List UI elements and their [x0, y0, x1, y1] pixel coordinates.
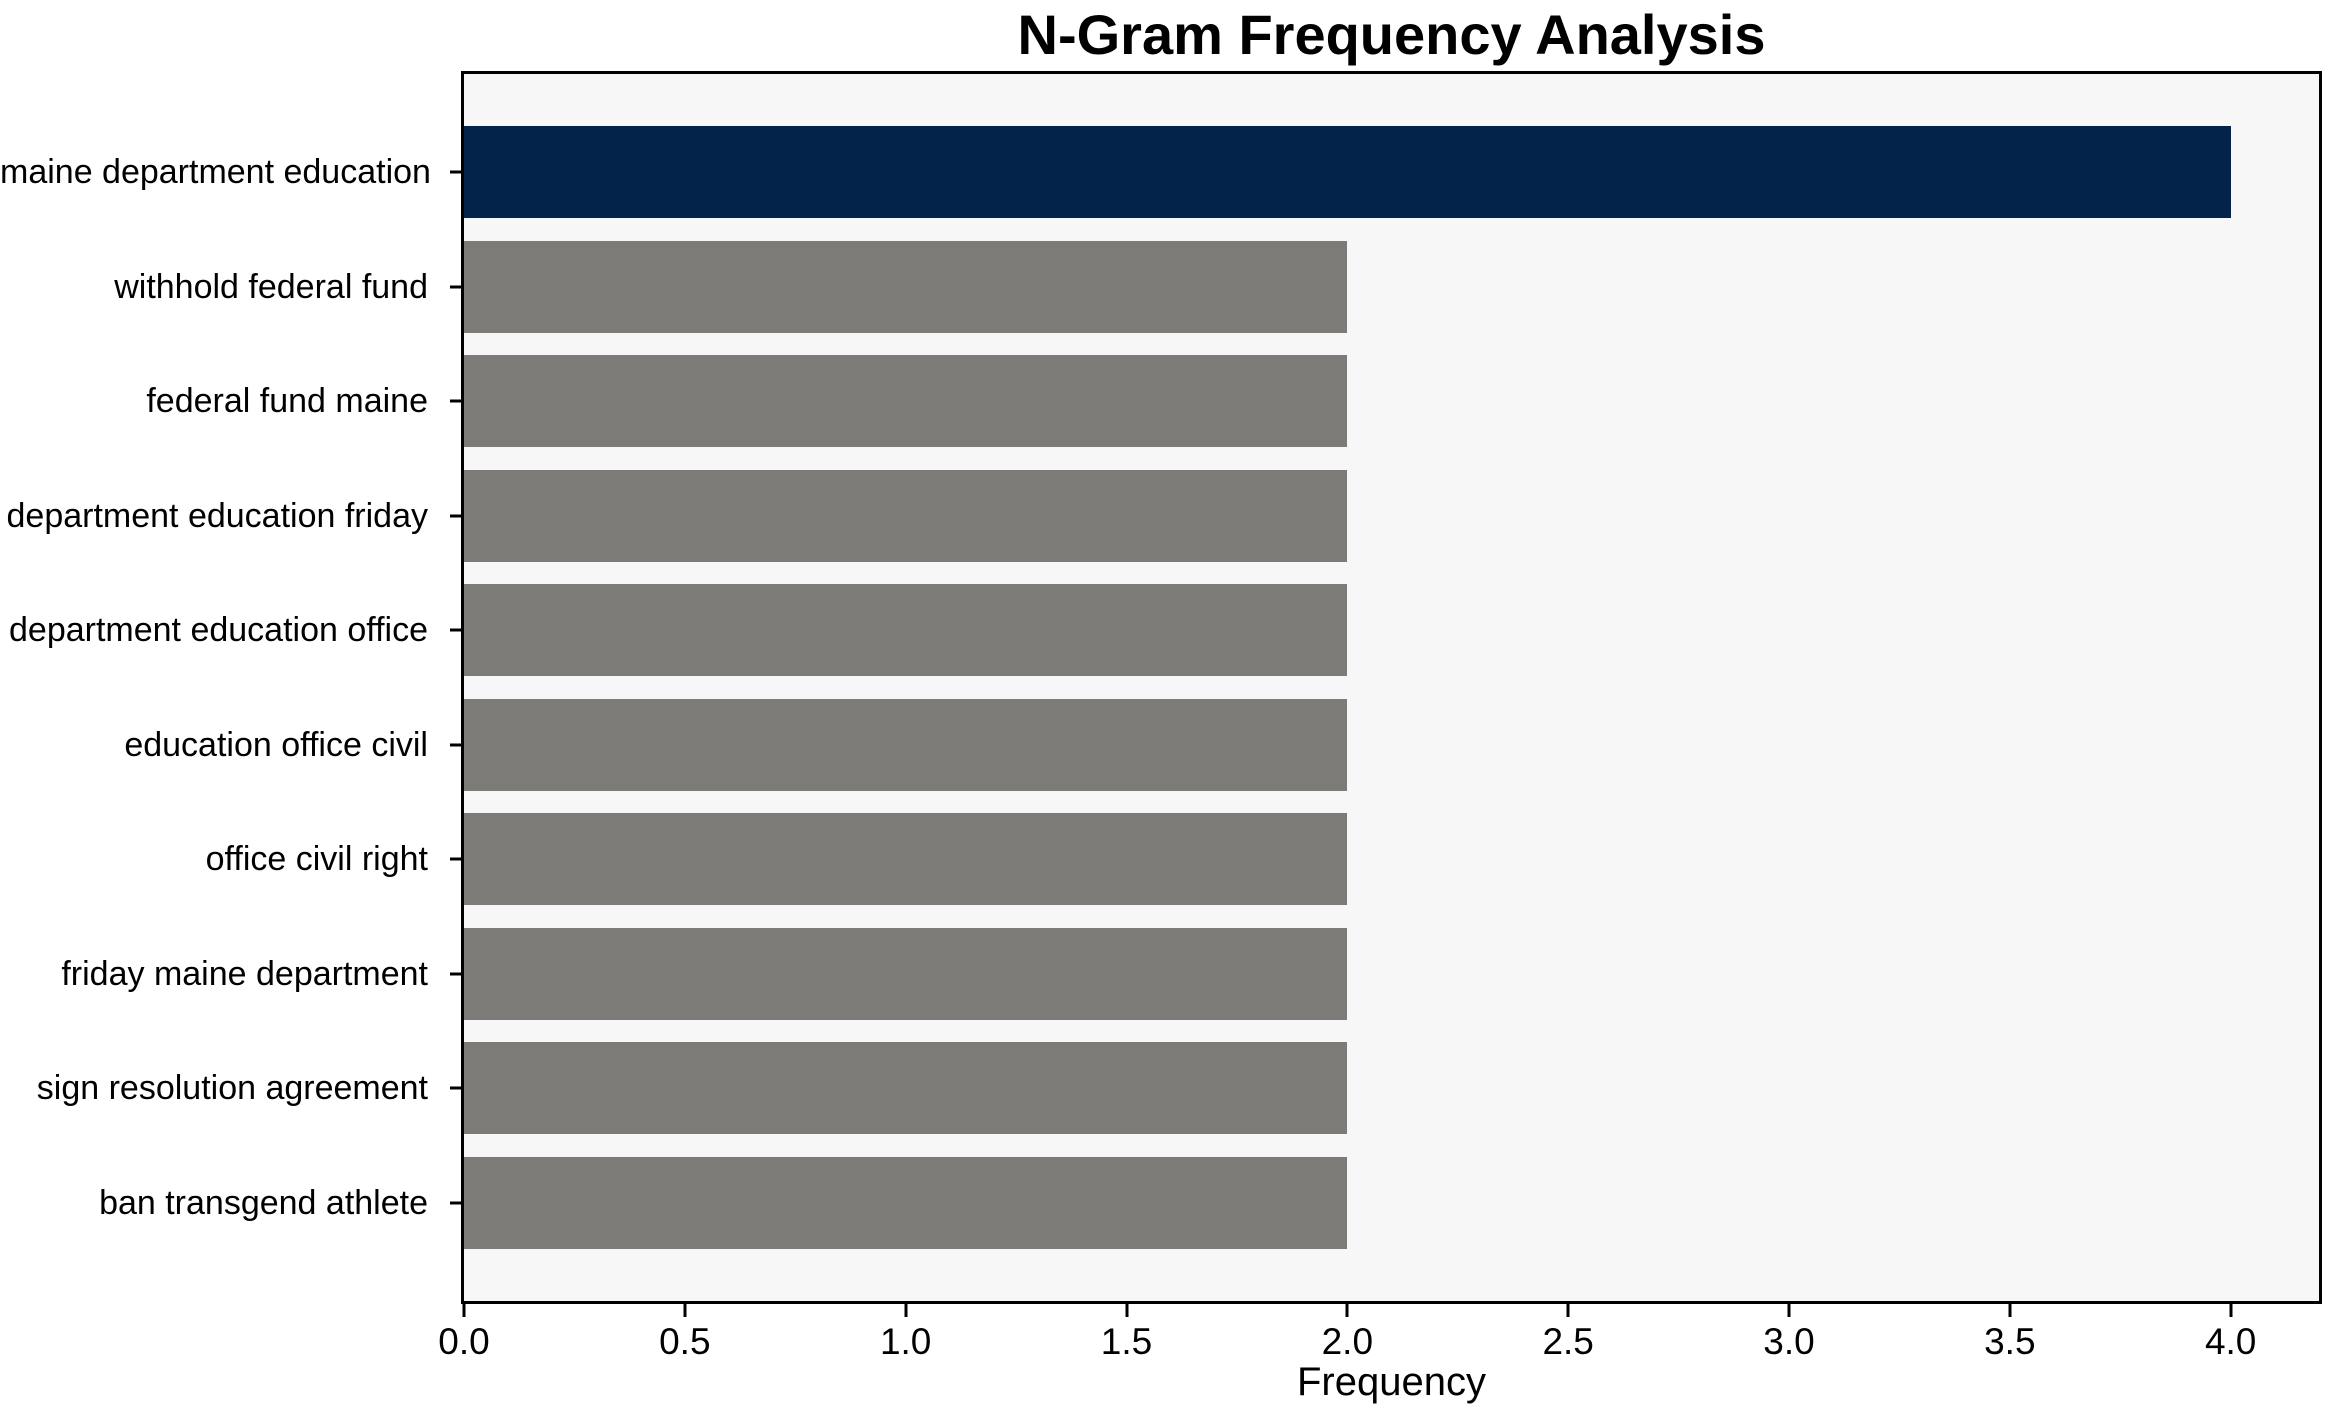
y-axis-category-label: federal fund maine	[0, 355, 464, 447]
y-axis-category-label: friday maine department	[0, 928, 464, 1020]
bar-track	[464, 240, 2319, 333]
y-axis-category-text: friday maine department	[61, 954, 428, 993]
x-axis-tick-label: 3.0	[1763, 1321, 1815, 1362]
x-axis-tick-mark	[1125, 1304, 1128, 1317]
y-axis-category-label: maine department education	[0, 126, 464, 218]
x-axis-tick-label: 1.5	[1100, 1321, 1153, 1362]
y-axis-tick-mark	[450, 972, 461, 976]
y-axis-tick-mark	[450, 514, 461, 518]
bar	[464, 813, 1348, 906]
bar-row: withhold federal fund	[0, 240, 2342, 333]
y-axis-tick-mark	[450, 170, 461, 174]
x-axis-tick-mark	[904, 1304, 908, 1317]
y-axis-category-label: department education office	[0, 584, 464, 676]
x-axis-ticks: 0.0 0.5 1.0 1.5 2.0 2.5 3.0 3.5 4.0	[438, 1304, 2319, 1364]
y-axis-category-text: office civil right	[205, 840, 428, 879]
y-axis-category-label: office civil right	[0, 813, 464, 905]
y-axis-category-text: department education friday	[6, 496, 428, 535]
y-axis-tick-mark	[450, 285, 461, 289]
x-axis-tick-mark	[683, 1304, 687, 1317]
y-axis-tick-mark	[450, 743, 461, 747]
bar-track	[464, 1042, 2319, 1135]
x-axis-tick-label: 0.5	[659, 1321, 711, 1362]
y-axis-tick-mark	[450, 1086, 461, 1090]
bar-track	[464, 813, 2319, 906]
bar-track	[464, 355, 2319, 448]
y-axis-category-text: department education office	[9, 611, 428, 650]
bar	[464, 1156, 1348, 1249]
y-axis-category-label: department education friday	[0, 470, 464, 562]
x-axis-tick-mark	[1345, 1304, 1349, 1317]
bar-row: department education friday	[0, 469, 2342, 562]
bar-row: education office civil	[0, 698, 2342, 791]
bar-row: federal fund maine	[0, 355, 2342, 448]
y-axis-tick-mark	[450, 1201, 461, 1205]
y-axis-tick-mark	[450, 628, 461, 632]
bar-row: ban transgend athlete	[0, 1156, 2342, 1249]
bar	[464, 240, 1348, 333]
y-axis-tick-mark	[450, 857, 461, 861]
bar-track	[464, 927, 2319, 1020]
x-axis-label: Frequency	[1297, 1360, 1486, 1404]
y-axis-category-text: withhold federal fund	[114, 267, 428, 306]
chart-title: N-Gram Frequency Analysis	[1017, 3, 1766, 66]
bar-track	[464, 698, 2319, 791]
y-axis-tick-mark	[450, 399, 461, 403]
bar-row: maine department education	[0, 126, 2342, 218]
y-axis-category-text: maine department education	[0, 153, 431, 191]
bar	[464, 698, 1348, 791]
x-axis-tick-label: 4.0	[2204, 1321, 2257, 1362]
y-axis-category-label: withhold federal fund	[0, 241, 464, 333]
y-axis-category-label: education office civil	[0, 699, 464, 791]
bar-track	[464, 584, 2319, 677]
bar-track	[464, 126, 2319, 218]
bar	[464, 584, 1348, 677]
bar-track	[464, 469, 2319, 562]
x-axis-tick-label: 2.0	[1321, 1321, 1374, 1362]
x-axis-tick-label: 2.5	[1542, 1321, 1594, 1362]
bar-track	[464, 1156, 2319, 1249]
bar	[464, 126, 2231, 218]
x-axis-tick-label: 1.0	[879, 1321, 932, 1362]
bar-row: office civil right	[0, 813, 2342, 906]
x-axis-tick-mark	[2008, 1304, 2012, 1317]
x-axis-tick-mark	[1566, 1304, 1570, 1317]
bar	[464, 469, 1348, 562]
bar	[464, 927, 1348, 1020]
bar-row: department education office	[0, 584, 2342, 677]
bar-row: sign resolution agreement	[0, 1042, 2342, 1135]
x-axis-tick-mark	[1787, 1304, 1791, 1317]
bar-rows: maine department education withhold fede…	[0, 74, 2342, 1301]
y-axis-category-label: ban transgend athlete	[0, 1157, 464, 1249]
y-axis-category-text: federal fund maine	[146, 382, 428, 421]
y-axis-category-text: education office civil	[124, 725, 428, 764]
y-axis-category-text: sign resolution agreement	[36, 1069, 428, 1108]
bar	[464, 355, 1348, 448]
y-axis-category-label: sign resolution agreement	[0, 1042, 464, 1134]
bar-row: friday maine department	[0, 927, 2342, 1020]
y-axis-category-text: ban transgend athlete	[99, 1183, 428, 1222]
x-axis-tick-mark	[462, 1304, 466, 1317]
x-axis-tick-label: 3.5	[1984, 1321, 2036, 1362]
x-axis-tick-label: 0.0	[438, 1321, 490, 1362]
bar	[464, 1042, 1348, 1135]
x-axis-tick-mark	[2229, 1304, 2233, 1317]
